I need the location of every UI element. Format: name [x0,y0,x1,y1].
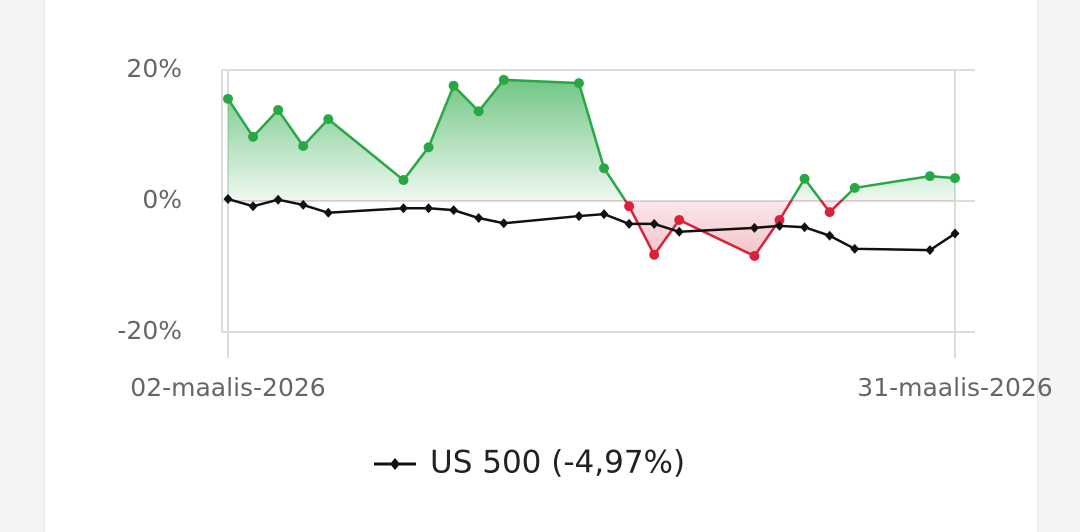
point [424,203,434,214]
point [223,93,233,104]
point [573,78,584,89]
point [749,222,759,233]
legend-label: US 500 (-4,97%) [430,445,685,481]
point [925,245,935,256]
y-tick-label: -20% [117,316,182,345]
point [599,163,610,174]
point [825,230,835,241]
point [248,201,258,212]
point [950,173,960,184]
point [800,222,810,233]
point [398,203,408,214]
point [749,251,760,262]
point [775,220,785,231]
x-tick-label: 31-maalis-2026 [857,373,1052,402]
point [774,214,785,225]
point [273,104,284,115]
point [850,243,860,254]
point [473,106,484,117]
point [649,218,659,229]
x-tick-label: 02-maalis-2026 [130,373,325,402]
point [574,211,584,222]
point [499,218,509,229]
point [950,228,960,239]
point [298,140,309,151]
point [273,194,283,205]
line [227,197,956,252]
line-positive [226,78,956,200]
point [799,173,810,184]
point [323,207,333,218]
point [223,194,233,205]
point [624,218,634,229]
point [323,114,334,125]
point [824,207,835,218]
point [474,213,484,224]
point [649,249,660,260]
point [924,171,935,182]
legend-marker [390,458,400,470]
point [248,131,259,142]
point [423,142,434,153]
point [498,74,509,85]
point [398,175,409,186]
point [849,182,860,193]
area-negative [228,200,955,257]
point [674,214,685,225]
area-positive [228,79,955,200]
point [448,80,459,91]
point [449,205,459,216]
y-tick-label: 20% [126,54,182,83]
point [599,209,609,220]
point [674,226,684,237]
point [298,199,308,210]
y-tick-label: 0% [142,185,182,214]
point [624,201,635,212]
